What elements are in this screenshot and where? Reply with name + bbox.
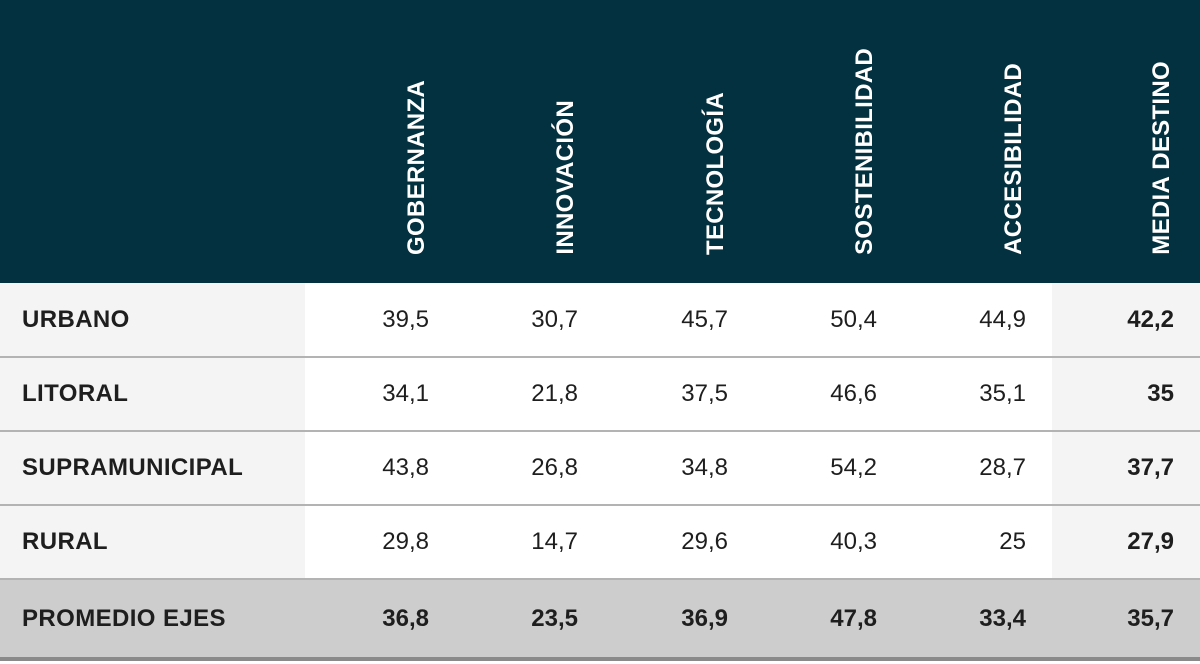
column-header-label: INNOVACIÓN (552, 100, 579, 255)
media-destino-cell: 35,7 (1052, 579, 1200, 661)
table-cell: 25 (903, 505, 1052, 580)
table-row-supramunicipal: SUPRAMUNICIPAL 43,8 26,8 34,8 54,2 28,7 … (0, 431, 1200, 506)
table-cell: 36,9 (604, 579, 754, 661)
table-cell: 35,1 (903, 357, 1052, 432)
table-cell: 28,7 (903, 431, 1052, 506)
table-cell: 44,9 (903, 283, 1052, 358)
table-cell: 36,8 (305, 579, 455, 661)
row-label: PROMEDIO EJES (0, 579, 305, 661)
media-destino-cell: 42,2 (1052, 283, 1200, 358)
row-label: URBANO (0, 283, 305, 358)
table-cell: 50,4 (754, 283, 903, 358)
row-label: SUPRAMUNICIPAL (0, 431, 305, 506)
table-cell: 29,6 (604, 505, 754, 580)
table-cell: 39,5 (305, 283, 455, 358)
row-label: RURAL (0, 505, 305, 580)
media-destino-cell: 35 (1052, 357, 1200, 432)
column-header-innovacion: INNOVACIÓN (455, 0, 604, 283)
row-label: LITORAL (0, 357, 305, 432)
media-destino-cell: 27,9 (1052, 505, 1200, 580)
column-header-label: MEDIA DESTINO (1148, 61, 1175, 255)
column-header-label: SOSTENIBILIDAD (851, 48, 878, 255)
table-cell: 21,8 (455, 357, 604, 432)
table-cell: 37,5 (604, 357, 754, 432)
column-header-sostenibilidad: SOSTENIBILIDAD (754, 0, 903, 283)
table-cell: 14,7 (455, 505, 604, 580)
table-cell: 40,3 (754, 505, 903, 580)
header-row: GOBERNANZA INNOVACIÓN TECNOLOGÍA SOSTENI… (0, 0, 1200, 283)
table-cell: 29,8 (305, 505, 455, 580)
table-cell: 34,1 (305, 357, 455, 432)
column-header-gobernanza: GOBERNANZA (305, 0, 455, 283)
table-cell: 46,6 (754, 357, 903, 432)
table-cell: 30,7 (455, 283, 604, 358)
table-row-promedio-ejes: PROMEDIO EJES 36,8 23,5 36,9 47,8 33,4 3… (0, 579, 1200, 661)
table-cell: 47,8 (754, 579, 903, 661)
table-cell: 34,8 (604, 431, 754, 506)
media-destino-cell: 37,7 (1052, 431, 1200, 506)
table-cell: 33,4 (903, 579, 1052, 661)
table-cell: 43,8 (305, 431, 455, 506)
table-row-urbano: URBANO 39,5 30,7 45,7 50,4 44,9 42,2 (0, 283, 1200, 358)
column-header-label: ACCESIBILIDAD (1000, 63, 1027, 255)
column-header-media-destino: MEDIA DESTINO (1052, 0, 1200, 283)
table-row-litoral: LITORAL 34,1 21,8 37,5 46,6 35,1 35 (0, 357, 1200, 432)
table-body: URBANO 39,5 30,7 45,7 50,4 44,9 42,2 LIT… (0, 283, 1200, 661)
table-cell: 54,2 (754, 431, 903, 506)
header-corner-cell (0, 0, 305, 283)
column-header-tecnologia: TECNOLOGÍA (604, 0, 754, 283)
column-header-label: GOBERNANZA (403, 80, 430, 255)
table-row-rural: RURAL 29,8 14,7 29,6 40,3 25 27,9 (0, 505, 1200, 580)
table-cell: 23,5 (455, 579, 604, 661)
column-header-label: TECNOLOGÍA (702, 92, 729, 255)
table-cell: 26,8 (455, 431, 604, 506)
column-header-accesibilidad: ACCESIBILIDAD (903, 0, 1052, 283)
table-cell: 45,7 (604, 283, 754, 358)
table-header: GOBERNANZA INNOVACIÓN TECNOLOGÍA SOSTENI… (0, 0, 1200, 283)
